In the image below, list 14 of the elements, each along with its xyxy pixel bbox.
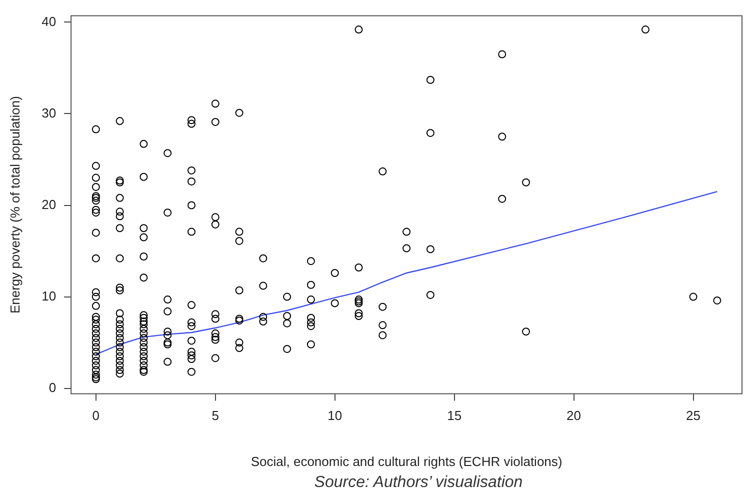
y-tick-label: 10 [42, 288, 56, 304]
y-tick-label: 0 [48, 380, 56, 395]
source-note: Source: Authors’ visualisation [313, 474, 524, 492]
x-tick-label: 25 [686, 408, 700, 424]
y-axis-title: Energy poverty (% of total population) [7, 96, 22, 314]
y-tick-label: 30 [42, 105, 56, 120]
x-tick-label: 20 [566, 408, 582, 424]
x-tick-label: 10 [328, 408, 342, 424]
x-tick-label: 0 [92, 408, 100, 424]
x-tick-label: 15 [447, 408, 462, 424]
y-tick-label: 40 [42, 14, 56, 29]
y-tick-label: 20 [42, 196, 56, 212]
x-tick-label: 5 [212, 408, 219, 424]
x-axis-title: Social, economic and cultural rights (ECHR violations) [250, 454, 562, 469]
